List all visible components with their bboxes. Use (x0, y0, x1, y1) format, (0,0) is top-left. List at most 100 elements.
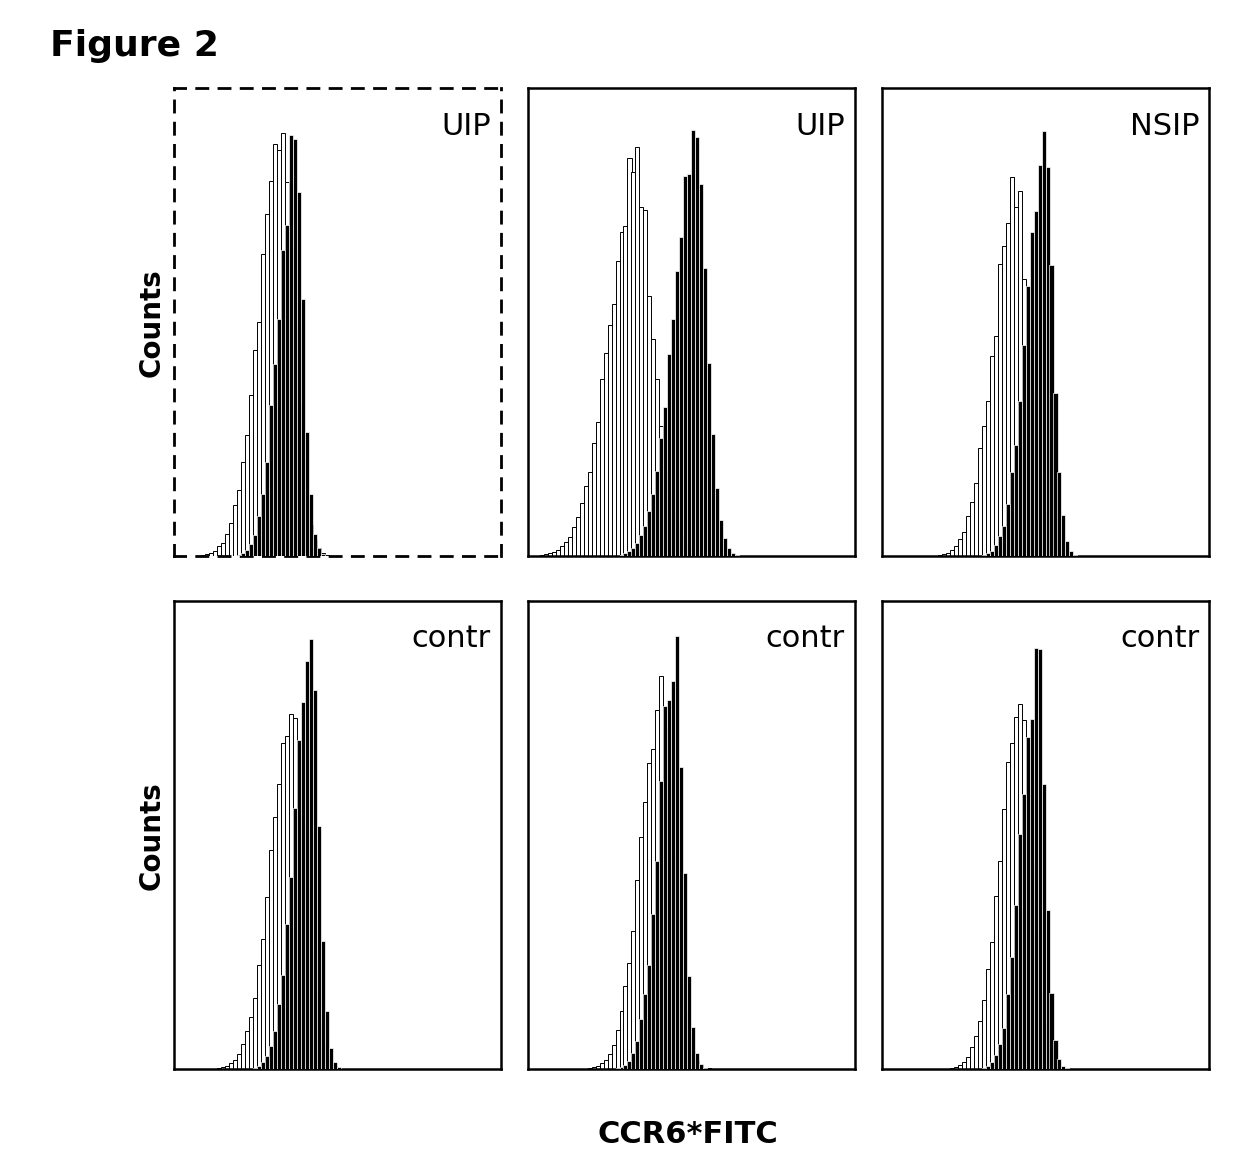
Bar (1009, 743, 1013, 1069)
Bar (1045, 911, 1049, 1069)
Bar (579, 503, 584, 557)
Bar (640, 1019, 644, 1069)
Bar (993, 895, 998, 1069)
Bar (703, 1068, 707, 1069)
Bar (696, 1061, 699, 1069)
Bar (559, 546, 564, 557)
Bar (1002, 1028, 1006, 1069)
Text: CCR6*FITC: CCR6*FITC (598, 1120, 779, 1149)
Bar (647, 764, 651, 1069)
Bar (281, 249, 285, 557)
Bar (1058, 1067, 1061, 1069)
Bar (680, 978, 683, 1069)
Bar (258, 516, 262, 557)
Bar (1045, 530, 1049, 557)
Bar (973, 483, 978, 557)
Bar (568, 537, 572, 557)
Bar (1025, 788, 1029, 1069)
Text: contr: contr (412, 624, 491, 653)
Bar (982, 1000, 986, 1069)
Bar (1054, 549, 1058, 557)
Bar (620, 555, 624, 557)
Bar (301, 825, 305, 1069)
Bar (233, 1060, 237, 1069)
Bar (715, 488, 719, 557)
Text: contr: contr (1120, 624, 1199, 653)
Bar (222, 543, 226, 557)
Bar (229, 1063, 233, 1069)
Bar (269, 405, 273, 557)
Bar (676, 271, 680, 557)
Bar (281, 743, 285, 1069)
Bar (321, 552, 325, 557)
Bar (314, 533, 317, 557)
Bar (1009, 956, 1013, 1069)
Bar (954, 1067, 957, 1069)
Bar (712, 435, 715, 557)
Bar (242, 553, 246, 557)
Bar (298, 740, 301, 1069)
Bar (627, 1061, 631, 1069)
Bar (265, 462, 269, 557)
Bar (656, 471, 660, 557)
Bar (1061, 515, 1065, 557)
Bar (640, 535, 644, 557)
Bar (301, 703, 305, 1069)
Bar (986, 553, 990, 557)
Bar (337, 1067, 341, 1069)
Bar (321, 1042, 325, 1069)
Bar (707, 363, 712, 557)
Bar (1022, 794, 1025, 1069)
Bar (644, 526, 647, 557)
Bar (651, 748, 656, 1069)
Bar (1038, 477, 1042, 557)
Bar (281, 133, 285, 557)
Bar (946, 552, 950, 557)
Bar (289, 135, 293, 557)
Bar (329, 1048, 334, 1069)
Bar (1058, 553, 1061, 557)
Bar (640, 207, 644, 557)
Bar (660, 781, 663, 1069)
Bar (635, 1041, 640, 1069)
Bar (640, 837, 644, 1069)
Bar (990, 942, 993, 1069)
Bar (278, 785, 281, 1069)
Bar (309, 494, 314, 557)
Bar (667, 494, 671, 557)
Bar (591, 1067, 595, 1069)
Bar (696, 555, 699, 557)
Bar (723, 538, 727, 557)
Bar (206, 555, 210, 557)
Bar (1013, 445, 1018, 557)
Bar (970, 503, 973, 557)
Bar (699, 1065, 703, 1069)
Bar (624, 553, 627, 557)
Bar (986, 1066, 990, 1069)
Bar (265, 214, 269, 557)
Bar (624, 227, 627, 557)
Bar (990, 551, 993, 557)
Bar (954, 545, 957, 557)
Bar (635, 543, 640, 557)
Bar (683, 176, 687, 557)
Bar (237, 490, 242, 557)
Y-axis label: Counts: Counts (138, 780, 165, 889)
Bar (1029, 231, 1034, 557)
Text: contr: contr (766, 624, 844, 653)
Bar (285, 736, 289, 1069)
Bar (1006, 504, 1009, 557)
Bar (1069, 551, 1074, 557)
Bar (249, 544, 253, 557)
Bar (1006, 223, 1009, 557)
Bar (556, 550, 559, 557)
Bar (281, 975, 285, 1069)
Bar (699, 1066, 703, 1069)
Bar (1058, 1059, 1061, 1069)
Bar (1002, 810, 1006, 1069)
Bar (942, 555, 946, 557)
Bar (966, 1056, 970, 1069)
Bar (611, 303, 615, 557)
Bar (317, 1022, 321, 1069)
Bar (1061, 555, 1065, 557)
